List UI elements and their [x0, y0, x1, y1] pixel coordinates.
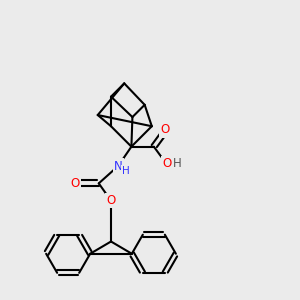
- Text: O: O: [160, 123, 170, 136]
- Text: O: O: [70, 177, 80, 190]
- Text: O: O: [162, 157, 171, 170]
- Text: H: H: [122, 167, 130, 176]
- Text: N: N: [114, 160, 122, 172]
- Text: O: O: [106, 194, 116, 207]
- Text: H: H: [173, 157, 182, 170]
